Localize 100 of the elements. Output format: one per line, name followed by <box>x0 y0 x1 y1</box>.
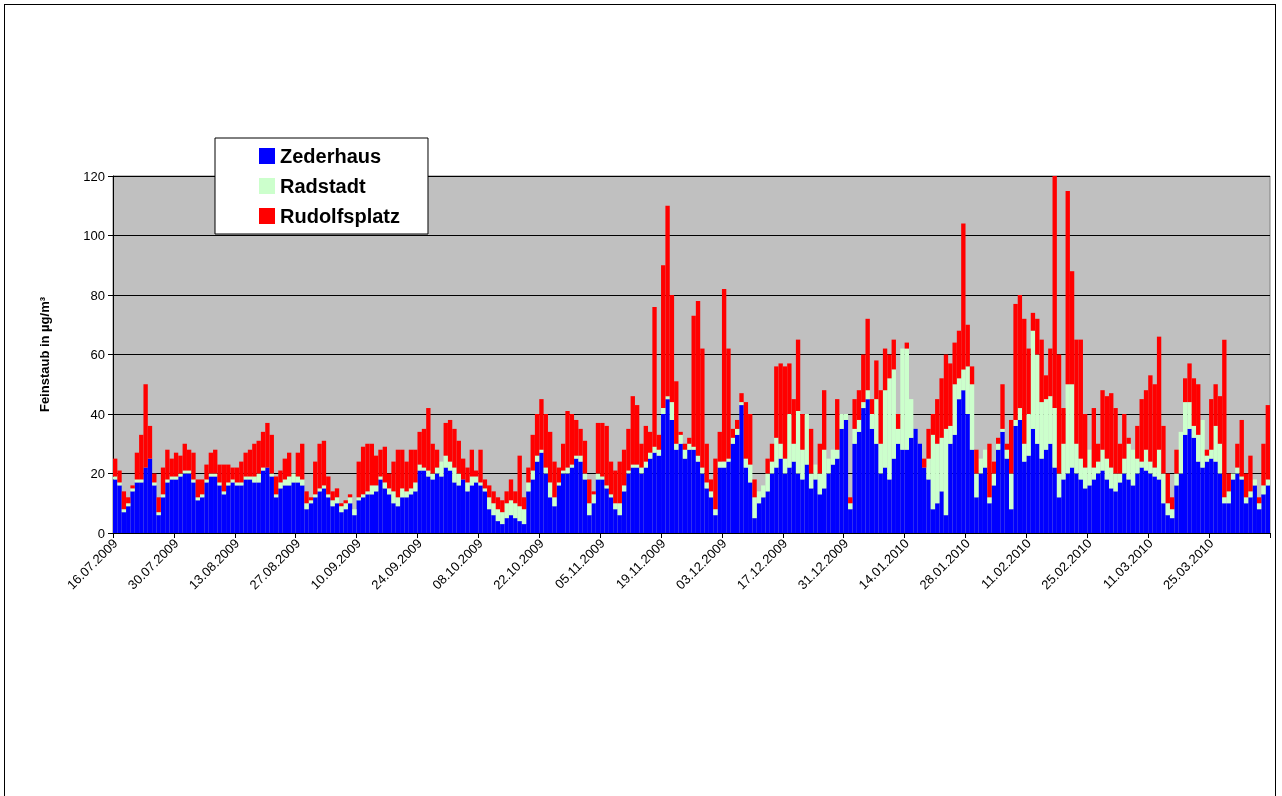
bar <box>521 509 527 525</box>
bar <box>652 452 657 533</box>
bar <box>213 476 218 533</box>
bar <box>504 518 509 533</box>
bar <box>134 482 140 533</box>
bar <box>404 497 409 533</box>
bar <box>648 452 653 459</box>
bar <box>678 434 683 444</box>
bar <box>117 482 122 486</box>
bar <box>421 467 427 471</box>
bar <box>1143 449 1149 471</box>
bar <box>356 500 361 533</box>
bar <box>282 485 287 533</box>
bar <box>304 491 309 504</box>
bar <box>1226 491 1231 504</box>
bar <box>1143 470 1149 533</box>
bar <box>230 467 235 480</box>
bar <box>634 464 640 468</box>
bar <box>1087 449 1092 486</box>
bar <box>208 476 214 533</box>
bar <box>360 494 366 498</box>
bar <box>317 491 322 533</box>
bar <box>656 449 662 456</box>
bar <box>252 476 257 483</box>
bar <box>182 470 187 474</box>
bar <box>565 467 570 474</box>
bar <box>1030 428 1036 533</box>
bar <box>326 494 331 498</box>
bar <box>160 494 166 498</box>
bar <box>226 485 231 533</box>
bar <box>995 437 1001 444</box>
bar <box>626 470 631 474</box>
bar <box>304 503 309 510</box>
bar <box>334 488 340 498</box>
bar <box>230 482 235 533</box>
bar <box>339 506 344 513</box>
bar <box>321 488 327 533</box>
bar <box>447 470 453 533</box>
bar <box>408 449 414 489</box>
bar <box>426 470 431 477</box>
bar <box>247 476 253 480</box>
bar <box>247 479 253 533</box>
bar <box>848 497 853 504</box>
bar <box>282 479 287 486</box>
bar <box>1265 479 1270 486</box>
bar <box>1174 449 1179 474</box>
bar <box>199 479 205 495</box>
bar <box>1065 190 1070 385</box>
bar <box>321 485 327 489</box>
bar <box>674 443 679 450</box>
bar <box>578 455 583 462</box>
bar <box>186 473 192 533</box>
bar <box>356 497 361 501</box>
bar <box>513 503 518 519</box>
bar <box>739 393 744 403</box>
bar <box>882 348 888 391</box>
bar <box>700 467 705 474</box>
bar <box>1204 449 1210 456</box>
bar <box>191 479 196 483</box>
bar <box>517 506 522 522</box>
bar <box>404 491 409 498</box>
bar <box>943 428 949 516</box>
y-tick-label: 20 <box>90 466 105 481</box>
bar <box>317 488 322 492</box>
bar <box>843 419 849 533</box>
bar <box>1069 467 1075 533</box>
bar <box>1156 479 1162 533</box>
bar <box>604 485 609 489</box>
bar <box>552 497 557 507</box>
bar <box>347 494 353 498</box>
bar <box>417 464 422 471</box>
bar <box>243 479 248 533</box>
bar <box>721 461 727 468</box>
bar <box>347 497 353 504</box>
bar <box>1252 479 1257 486</box>
bar <box>265 467 270 533</box>
bar <box>534 455 540 462</box>
bar <box>687 449 692 533</box>
bar <box>343 503 348 510</box>
bar <box>587 503 592 516</box>
bar <box>974 449 979 474</box>
bar <box>469 485 475 533</box>
bar <box>517 521 522 533</box>
bar <box>708 491 714 498</box>
bar <box>643 461 648 468</box>
bar <box>630 464 635 468</box>
bar <box>665 396 670 400</box>
bar <box>922 458 927 468</box>
bar <box>260 470 266 533</box>
bar <box>286 476 292 486</box>
bar <box>861 402 866 409</box>
bar <box>1187 428 1192 533</box>
bar <box>513 518 518 533</box>
bar <box>417 470 422 533</box>
bar <box>239 482 244 486</box>
bar <box>360 497 366 533</box>
bar <box>313 494 318 498</box>
bar <box>1017 408 1023 420</box>
bar <box>639 467 644 474</box>
bar <box>717 467 722 533</box>
